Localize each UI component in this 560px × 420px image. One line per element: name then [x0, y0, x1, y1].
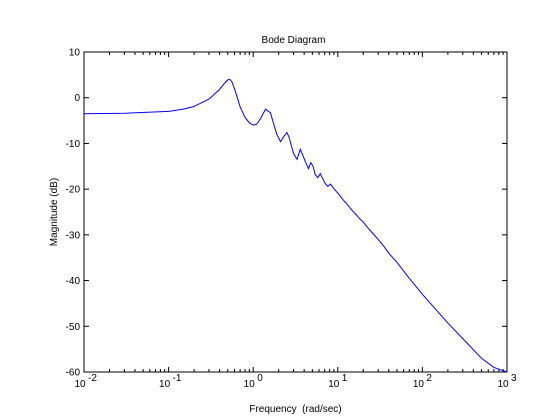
y-tick-labels: 10 0 -10 -20 -30 -40 -50 -60 [66, 48, 81, 379]
y-tick-label: 10 [69, 48, 81, 59]
x-tick-label: 10 [159, 379, 171, 390]
y-tick-label: -60 [66, 368, 81, 379]
x-tick-exponent: 1 [342, 373, 348, 384]
x-tick-label: 10 [328, 379, 340, 390]
y-tick-label: -50 [66, 322, 81, 333]
x-tick-exponent: 0 [257, 373, 263, 384]
y-tick-label: -40 [66, 276, 81, 287]
x-tick-exponent: 3 [511, 373, 517, 384]
x-tick-label: 10 [244, 379, 256, 390]
major-ticks [83, 51, 508, 373]
x-tick-exponent: -2 [88, 373, 97, 384]
minor-ticks [108, 52, 504, 372]
y-tick-label: 0 [74, 93, 80, 104]
x-tick-exponent: -1 [173, 373, 182, 384]
x-tick-label: 10 [74, 379, 86, 390]
x-tick-label: 10 [497, 379, 509, 390]
x-tick-exponent: 2 [426, 373, 432, 384]
magnitude-series-line [83, 78, 508, 373]
plot-area [83, 51, 508, 373]
chart-title: Bode Diagram [262, 35, 326, 46]
x-tick-label: 10 [413, 379, 425, 390]
y-tick-label: -30 [66, 230, 81, 241]
y-tick-label: -20 [66, 185, 81, 196]
x-axis-label: Frequency (rad/sec) [249, 404, 341, 415]
y-axis-label: Magnitude (dB) [49, 178, 60, 246]
y-tick-label: -10 [66, 139, 81, 150]
